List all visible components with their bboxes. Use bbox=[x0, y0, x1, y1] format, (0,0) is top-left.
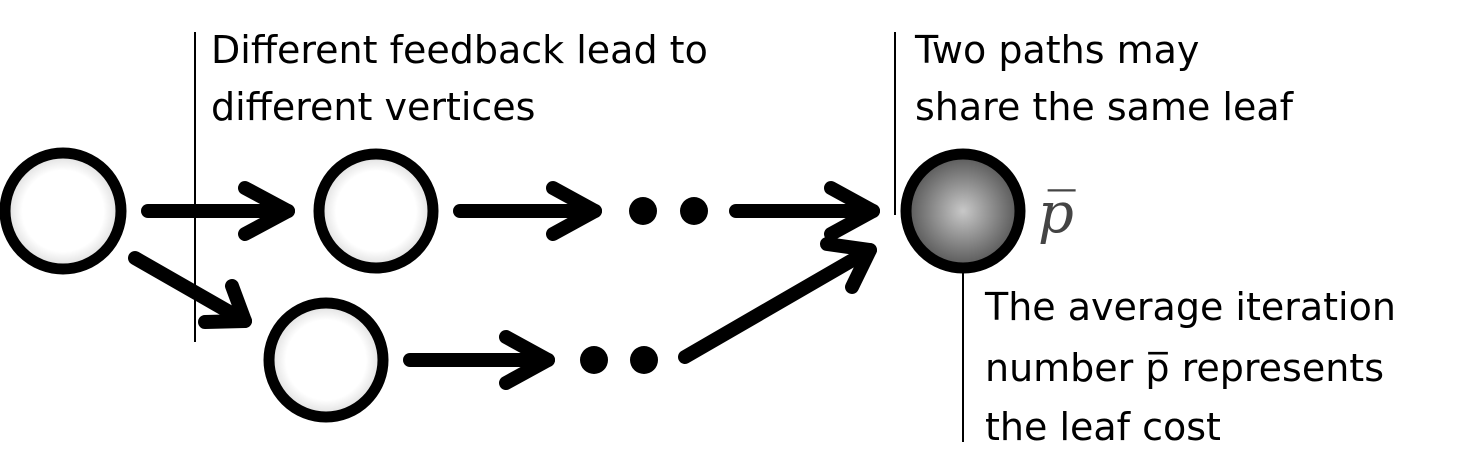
arrow-ellipsis-to-leaf bbox=[729, 181, 880, 241]
feedback-annotation-line-1: Different feedback lead to bbox=[211, 28, 708, 72]
cost-annotation-line-1: The average iteration bbox=[984, 285, 1396, 329]
lower-child-node bbox=[263, 297, 389, 423]
paths-annotation-line-2: share the same leaf bbox=[915, 85, 1295, 129]
leaf-cost-symbol: p̅ bbox=[1038, 181, 1076, 246]
lower-ellipsis-dots bbox=[580, 346, 658, 374]
arrow-root-to-lower bbox=[128, 251, 252, 329]
upper-child-node bbox=[313, 148, 439, 274]
arrow-lower-ellipsis-to-leaf bbox=[678, 237, 877, 364]
arrow-upper-to-ellipsis bbox=[453, 181, 602, 241]
paths-annotation-line-1: Two paths may bbox=[914, 28, 1199, 72]
cost-annotation-line-2: number p̅ represents bbox=[985, 346, 1384, 390]
feedback-annotation-line-2: different vertices bbox=[211, 85, 535, 129]
arrow-root-to-upper bbox=[141, 181, 295, 241]
root-node bbox=[0, 147, 127, 275]
leaf-node bbox=[900, 148, 1026, 274]
upper-ellipsis-dots bbox=[629, 197, 708, 225]
arrow-lower-to-ellipsis bbox=[403, 330, 555, 390]
cost-annotation-line-3: the leaf cost bbox=[985, 405, 1221, 449]
